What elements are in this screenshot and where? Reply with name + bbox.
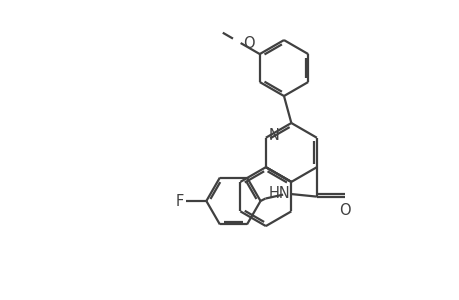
Text: F: F — [175, 194, 184, 208]
Text: N: N — [268, 128, 279, 143]
Text: HN: HN — [268, 186, 289, 201]
Text: O: O — [338, 202, 350, 217]
Text: O: O — [243, 35, 255, 50]
